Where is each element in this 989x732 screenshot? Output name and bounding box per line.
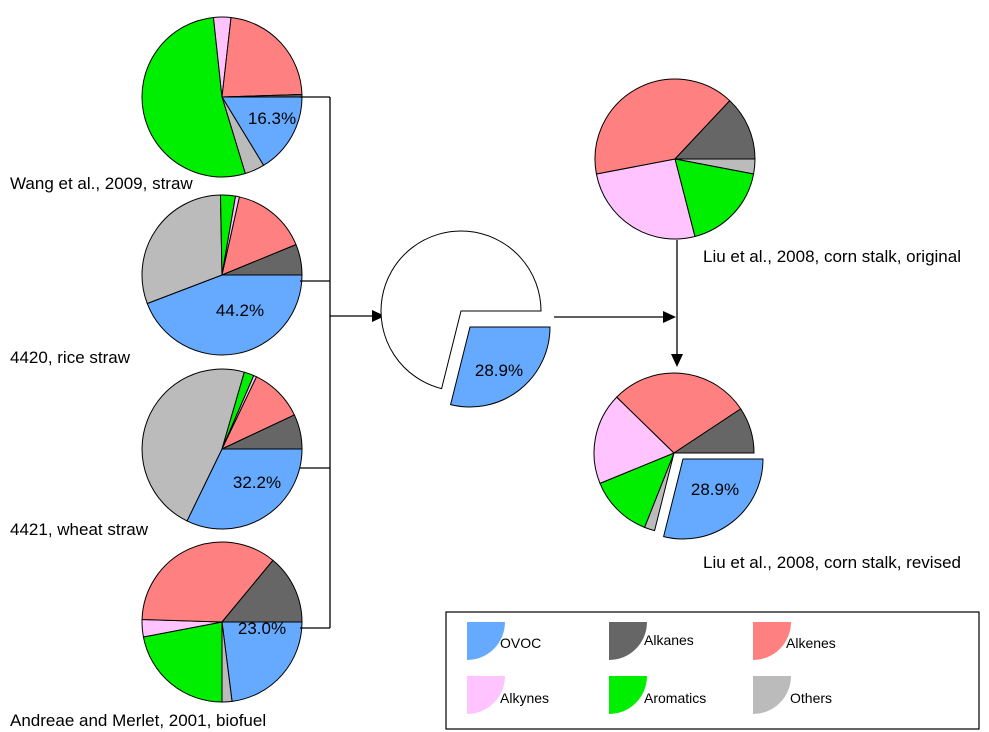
legend-label-ovoc: OVOC bbox=[500, 635, 541, 651]
slice-liu-original-alkanes bbox=[674, 100, 756, 160]
data-label-wang-ovoc: 16.3% bbox=[248, 109, 296, 128]
pie-wheat-straw: 32.2% bbox=[141, 368, 303, 530]
legend-box bbox=[445, 611, 980, 730]
pie-andreae: 23.0% bbox=[141, 541, 303, 703]
slice-wang-alkenes bbox=[221, 17, 303, 98]
slice-liu-revised-ovoc bbox=[663, 458, 764, 540]
slice-rice-alkanes bbox=[221, 244, 303, 276]
pie-liu-original bbox=[594, 78, 756, 240]
slice-rice-ovoc bbox=[146, 274, 303, 356]
data-label-average-ovoc: 28.9% bbox=[475, 361, 523, 380]
slice-liu-revised-alkynes bbox=[593, 396, 675, 484]
caption-wang: Wang et al., 2009, straw bbox=[10, 174, 193, 193]
caption-liu-original: Liu et al., 2008, corn stalk, original bbox=[703, 247, 961, 266]
arrow-head-to-average bbox=[372, 310, 385, 322]
slice-liu-original-aromatics bbox=[674, 158, 755, 237]
legend-swatch-alkynes bbox=[467, 676, 505, 714]
legend-label-alkanes: Alkanes bbox=[644, 632, 694, 648]
caption-wheat-straw: 4421, wheat straw bbox=[10, 520, 149, 539]
slice-wheat-ovoc bbox=[186, 448, 303, 530]
arrow-head-down bbox=[671, 354, 683, 367]
pie-average: 28.9% bbox=[380, 230, 551, 408]
legend-label-alkynes: Alkynes bbox=[500, 690, 549, 706]
slice-liu-revised-aromatics bbox=[599, 452, 675, 528]
slice-average-ovoc bbox=[449, 326, 551, 408]
slice-wang-ovoc bbox=[221, 96, 303, 166]
legend: OVOC Alkanes Alkenes Alkynes Aromatics Others bbox=[445, 611, 980, 730]
arrow-head-to-revised bbox=[663, 311, 676, 323]
slice-andreae-alkenes bbox=[141, 541, 274, 623]
slice-liu-revised-alkanes bbox=[673, 408, 755, 454]
legend-swatch-alkanes bbox=[609, 622, 647, 660]
caption-rice-straw: 4420, rice straw bbox=[10, 348, 131, 367]
pie-rice-straw: 44.2% bbox=[141, 194, 303, 356]
legend-label-others: Others bbox=[790, 690, 832, 706]
slice-wang-aromatics bbox=[141, 16, 246, 178]
legend-swatch-aromatics bbox=[609, 676, 647, 714]
legend-swatch-alkenes bbox=[753, 622, 791, 660]
data-label-wheat-ovoc: 32.2% bbox=[233, 473, 281, 492]
legend-swatch-ovoc bbox=[467, 622, 505, 660]
slice-liu-original-alkynes bbox=[595, 158, 696, 240]
slice-rice-others bbox=[141, 194, 223, 305]
data-label-rice-ovoc: 44.2% bbox=[216, 301, 264, 320]
legend-label-aromatics: Aromatics bbox=[644, 690, 706, 706]
slice-wheat-alkanes bbox=[221, 414, 303, 450]
merge-bracket bbox=[300, 96, 374, 629]
slice-average-remainder bbox=[380, 230, 542, 390]
data-label-liu-revised-ovoc: 28.9% bbox=[691, 480, 739, 499]
slice-rice-alkenes bbox=[221, 196, 297, 276]
slice-andreae-aromatics bbox=[142, 621, 223, 703]
slice-liu-revised-alkenes bbox=[616, 372, 742, 454]
pie-wang: 16.3% bbox=[141, 16, 303, 178]
slice-andreae-ovoc bbox=[221, 621, 303, 702]
slice-wheat-others bbox=[141, 368, 245, 522]
legend-swatch-others bbox=[753, 676, 791, 714]
legend-label-alkenes: Alkenes bbox=[786, 635, 836, 651]
caption-andreae: Andreae and Merlet, 2001, biofuel bbox=[10, 711, 266, 730]
pie-liu-revised: 28.9% bbox=[593, 372, 764, 540]
caption-liu-revised: Liu et al., 2008, corn stalk, revised bbox=[703, 553, 961, 572]
data-label-andreae-ovoc: 23.0% bbox=[238, 619, 286, 638]
slice-andreae-alkanes bbox=[221, 559, 303, 623]
slice-liu-original-alkenes bbox=[594, 78, 731, 175]
